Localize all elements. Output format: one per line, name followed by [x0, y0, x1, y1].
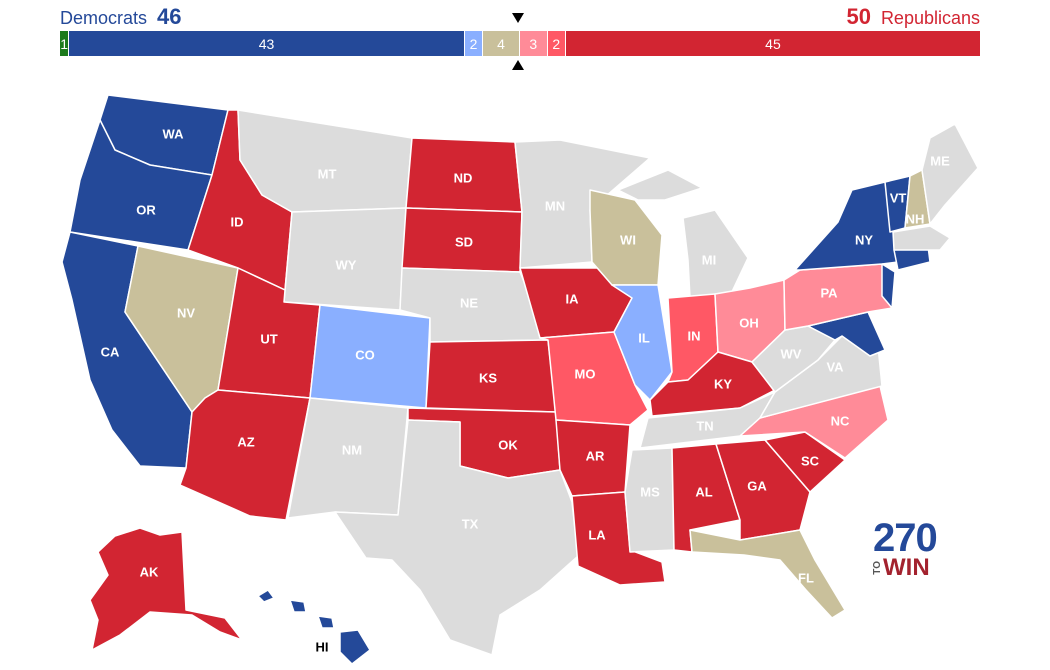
label-or: OR: [136, 202, 156, 217]
label-ny: NY: [855, 232, 873, 247]
state-nj[interactable]: [881, 263, 896, 309]
label-ok: OK: [498, 437, 518, 452]
republicans-label: Republicans: [880, 8, 980, 28]
bar-segment-tossup[interactable]: 4: [483, 31, 520, 56]
label-wa: WA: [163, 126, 185, 141]
seat-balance-bar: 1 43 2 4 3 2 45: [60, 31, 980, 56]
label-fl: FL: [798, 570, 814, 585]
label-id: ID: [231, 214, 244, 229]
label-al: AL: [695, 484, 712, 499]
republicans-header: 50 Republicans: [846, 4, 980, 30]
label-nc: NC: [831, 413, 850, 428]
label-hi: HI: [316, 639, 329, 654]
state-tx[interactable]: [334, 419, 579, 656]
bar-segment-lean_d[interactable]: 2: [464, 31, 484, 56]
label-ak: AK: [140, 564, 159, 579]
label-tx: TX: [462, 516, 479, 531]
logo-to: TO: [872, 561, 883, 575]
label-mo: MO: [575, 366, 596, 381]
majority-marker-top-icon: [512, 13, 524, 23]
democrats-label: Democrats: [60, 8, 148, 28]
label-va: VA: [826, 359, 844, 374]
label-il: IL: [638, 330, 650, 345]
label-nh: NH: [906, 211, 925, 226]
bar-segment-likely_r[interactable]: 2: [547, 31, 566, 56]
label-ia: IA: [566, 291, 580, 306]
label-vt: VT: [890, 190, 907, 205]
label-nv: NV: [177, 305, 195, 320]
label-mi: MI: [702, 252, 716, 267]
bar-segment-safe_r[interactable]: 45: [565, 31, 980, 56]
label-nm: NM: [342, 442, 362, 457]
label-ne: NE: [460, 295, 478, 310]
state-me[interactable]: [921, 123, 979, 225]
270towin-logo[interactable]: 270 TO WIN: [872, 516, 953, 581]
logo-win: WIN: [883, 554, 930, 581]
state-mt[interactable]: [237, 109, 413, 213]
label-ms: MS: [640, 484, 660, 499]
label-pa: PA: [820, 285, 838, 300]
democrats-total: 46: [157, 4, 182, 29]
logo-number: 270: [873, 516, 938, 560]
state-sc[interactable]: [764, 431, 846, 493]
state-ny[interactable]: [794, 181, 899, 271]
bar-segment-safe_d[interactable]: 43: [69, 31, 465, 56]
label-nd: ND: [454, 170, 473, 185]
label-mn: MN: [545, 198, 565, 213]
label-ca: CA: [101, 344, 120, 359]
label-wv: WV: [781, 346, 802, 361]
state-labels: WA OR CA NV ID MT WY UT AZ CO NM ND SD N…: [101, 126, 950, 654]
label-oh: OH: [739, 315, 759, 330]
label-co: CO: [355, 347, 375, 362]
label-sc: SC: [801, 453, 820, 468]
label-ks: KS: [479, 370, 497, 385]
label-tn: TN: [696, 418, 713, 433]
state-ms[interactable]: [624, 447, 675, 553]
label-me: ME: [930, 153, 950, 168]
label-az: AZ: [237, 434, 254, 449]
state-hi[interactable]: [257, 589, 371, 665]
bar-segment-lean_r[interactable]: 3: [519, 31, 548, 56]
state-ak[interactable]: [89, 527, 243, 651]
label-la: LA: [588, 527, 606, 542]
label-ut: UT: [260, 331, 277, 346]
majority-marker-bottom-icon: [512, 60, 524, 70]
bar-segment-ind[interactable]: 1: [60, 31, 70, 56]
democrats-header: Democrats 46: [60, 4, 182, 30]
label-ga: GA: [747, 478, 767, 493]
label-ar: AR: [586, 448, 605, 463]
republicans-total: 50: [846, 4, 871, 29]
label-sd: SD: [455, 234, 473, 249]
state-ma[interactable]: [892, 225, 951, 251]
state-il[interactable]: [611, 284, 673, 401]
label-wi: WI: [620, 232, 636, 247]
state-nm[interactable]: [287, 397, 409, 519]
label-ky: KY: [714, 376, 732, 391]
label-mt: MT: [318, 166, 337, 181]
label-wy: WY: [336, 257, 357, 272]
label-in: IN: [688, 328, 701, 343]
state-fl[interactable]: [689, 529, 846, 619]
